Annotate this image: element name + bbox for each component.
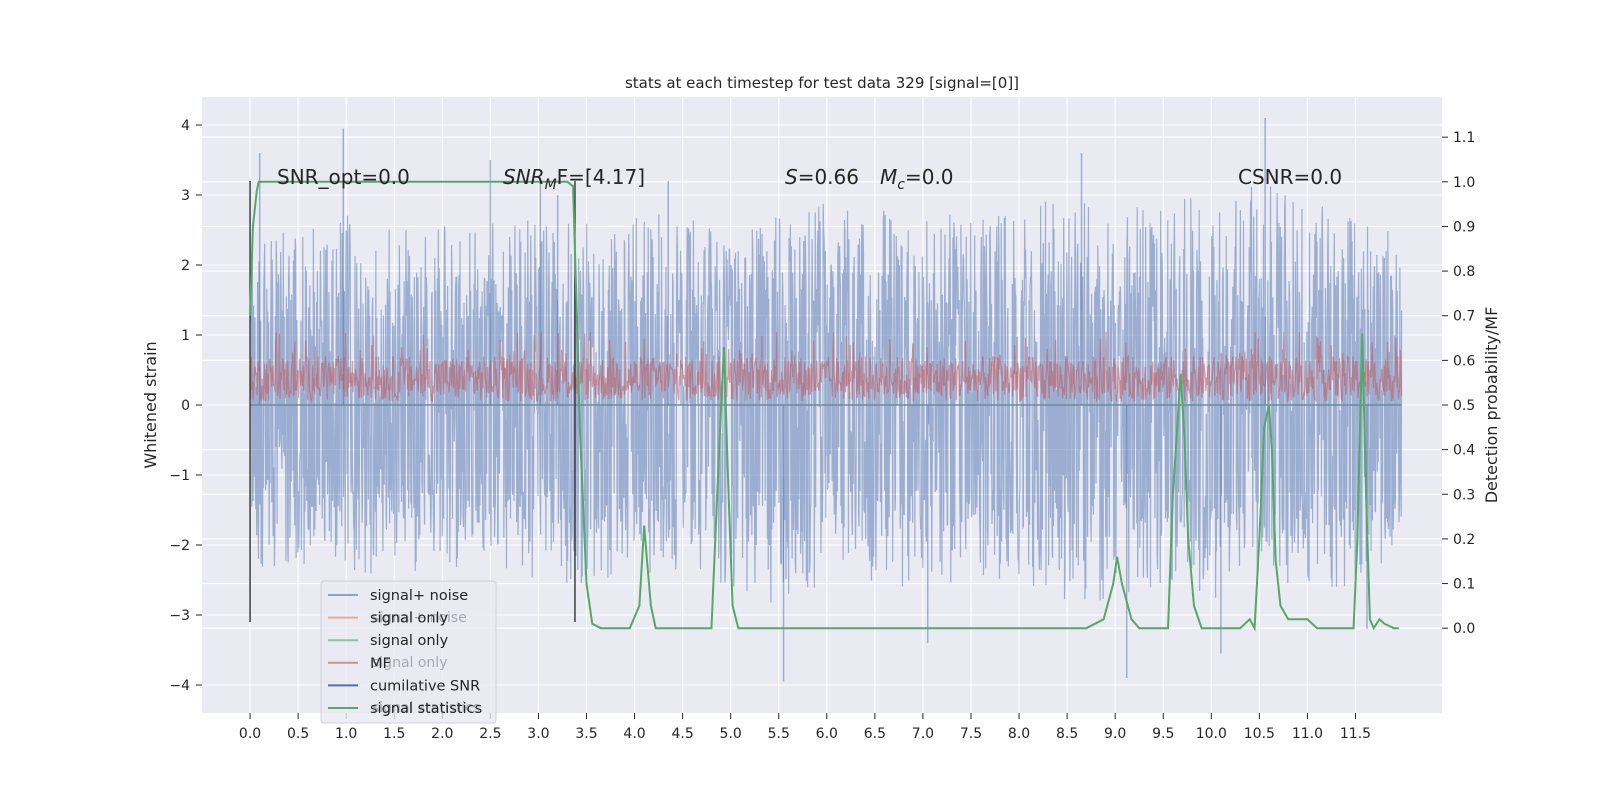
y-left-tick-label: −1	[169, 468, 190, 484]
x-tick-label: 9.5	[1152, 726, 1174, 742]
legend-ghost-label: signal+ noise	[372, 610, 467, 626]
x-tick-label: 2.0	[431, 726, 453, 742]
y-left-tick-label: −2	[169, 538, 190, 554]
x-tick-label: 6.0	[816, 726, 838, 742]
chart-title: stats at each timestep for test data 329…	[625, 74, 1019, 92]
y-axis-left-label: Whitened strain	[141, 341, 160, 468]
y-left-tick-label: 0	[181, 398, 190, 414]
y-axis-right: 0.0 0.1 0.2 0.3 0.4 0.5 0.6 0.7 0.8 0.9 1.0 1.1	[1442, 130, 1475, 637]
y-right-tick-label: 1.1	[1453, 130, 1475, 146]
y-right-tick-label: 0.7	[1453, 309, 1475, 325]
y-axis-left: −4 −3 −2 −1 0 1 2 3 4	[169, 118, 202, 694]
x-tick-label: 2.5	[479, 726, 501, 742]
x-tick-label: 3.0	[527, 726, 549, 742]
y-left-tick-label: 2	[181, 258, 190, 274]
x-tick-label: 5.5	[768, 726, 790, 742]
y-right-tick-label: 0.1	[1453, 577, 1475, 593]
legend-label: signal statistics	[370, 701, 482, 717]
y-right-tick-label: 0.4	[1453, 443, 1475, 459]
y-left-tick-label: −3	[169, 608, 190, 624]
x-tick-label: 7.0	[912, 726, 934, 742]
annotation-mc-rest: =0.0	[905, 165, 954, 189]
y-left-tick-label: 3	[181, 188, 190, 204]
y-right-tick-label: 0.0	[1453, 621, 1475, 637]
series-layer	[249, 118, 1403, 682]
annotation-mc-main: M	[880, 165, 897, 189]
x-tick-label: 1.5	[383, 726, 405, 742]
x-tick-label: 0.5	[287, 726, 309, 742]
legend-label: signal+ noise	[370, 588, 468, 604]
annotation-snr-mf-sub: M	[545, 177, 557, 193]
series-mf-line	[249, 331, 1403, 404]
y-right-tick-label: 0.3	[1453, 487, 1475, 503]
legend-label: cumilative SNR	[370, 678, 480, 694]
x-tick-label: 10.5	[1244, 726, 1275, 742]
y-left-tick-label: 4	[181, 118, 190, 134]
legend-label: signal only	[370, 611, 449, 627]
annotation-snr-mf-main: SNR	[503, 165, 545, 189]
x-tick-label: 10.0	[1196, 726, 1227, 742]
x-tick-label: 1.0	[335, 726, 357, 742]
y-right-tick-label: 0.6	[1453, 353, 1475, 369]
legend-label: signal only	[370, 633, 449, 649]
x-tick-label: 5.0	[720, 726, 742, 742]
annotation-mc-sub: c	[897, 177, 905, 193]
x-tick-label: 3.5	[575, 726, 597, 742]
legend-ghost-label: signal statistics	[372, 700, 480, 716]
x-tick-label: 0.0	[239, 726, 261, 742]
x-tick-label: 7.5	[960, 726, 982, 742]
legend-label: MF	[370, 656, 391, 672]
x-tick-label: 8.0	[1008, 726, 1030, 742]
annotation-snr-mf: SNRMF=[4.17]	[503, 165, 645, 193]
annotation-snr-mf-rest: F=[4.17]	[557, 165, 645, 189]
x-tick-label: 11.0	[1292, 726, 1323, 742]
y-right-tick-label: 0.5	[1453, 398, 1475, 414]
annotation-snr-opt: SNR_opt=0.0	[277, 165, 410, 189]
y-right-tick-label: 0.2	[1453, 532, 1475, 548]
legend-box	[320, 580, 497, 724]
x-tick-label: 4.0	[623, 726, 645, 742]
x-tick-label: 9.0	[1104, 726, 1126, 742]
x-axis: 0.0 0.5 1.0 1.5 2.0 2.5 3.0 3.5 4.0 4.5 5.0 5.5 6.0 6…	[239, 713, 1371, 742]
y-right-tick-label: 0.8	[1453, 264, 1475, 280]
annotation-s: S=0.66	[785, 165, 859, 189]
y-right-tick-label: 1.0	[1453, 175, 1475, 191]
x-tick-label: 6.5	[864, 726, 886, 742]
series-signal-noise-line	[249, 186, 1403, 603]
x-tick-label: 4.5	[671, 726, 693, 742]
x-tick-label: 8.5	[1056, 726, 1078, 742]
series-signal-statistics-line	[249, 180, 1399, 632]
annotation-s-rest: =0.66	[798, 165, 859, 189]
y-left-tick-label: 1	[181, 328, 190, 344]
annotation-mc: Mc=0.0	[880, 165, 954, 193]
y-right-tick-label: 0.9	[1453, 219, 1475, 235]
x-tick-label: 11.5	[1340, 726, 1371, 742]
annotation-csnr: CSNR=0.0	[1238, 165, 1342, 189]
y-axis-right-label: Detection probability/MF	[1482, 307, 1501, 504]
legend-ghost-label: signal only	[372, 655, 447, 671]
annotation-s-main: S	[785, 165, 798, 189]
y-left-tick-label: −4	[169, 678, 190, 694]
